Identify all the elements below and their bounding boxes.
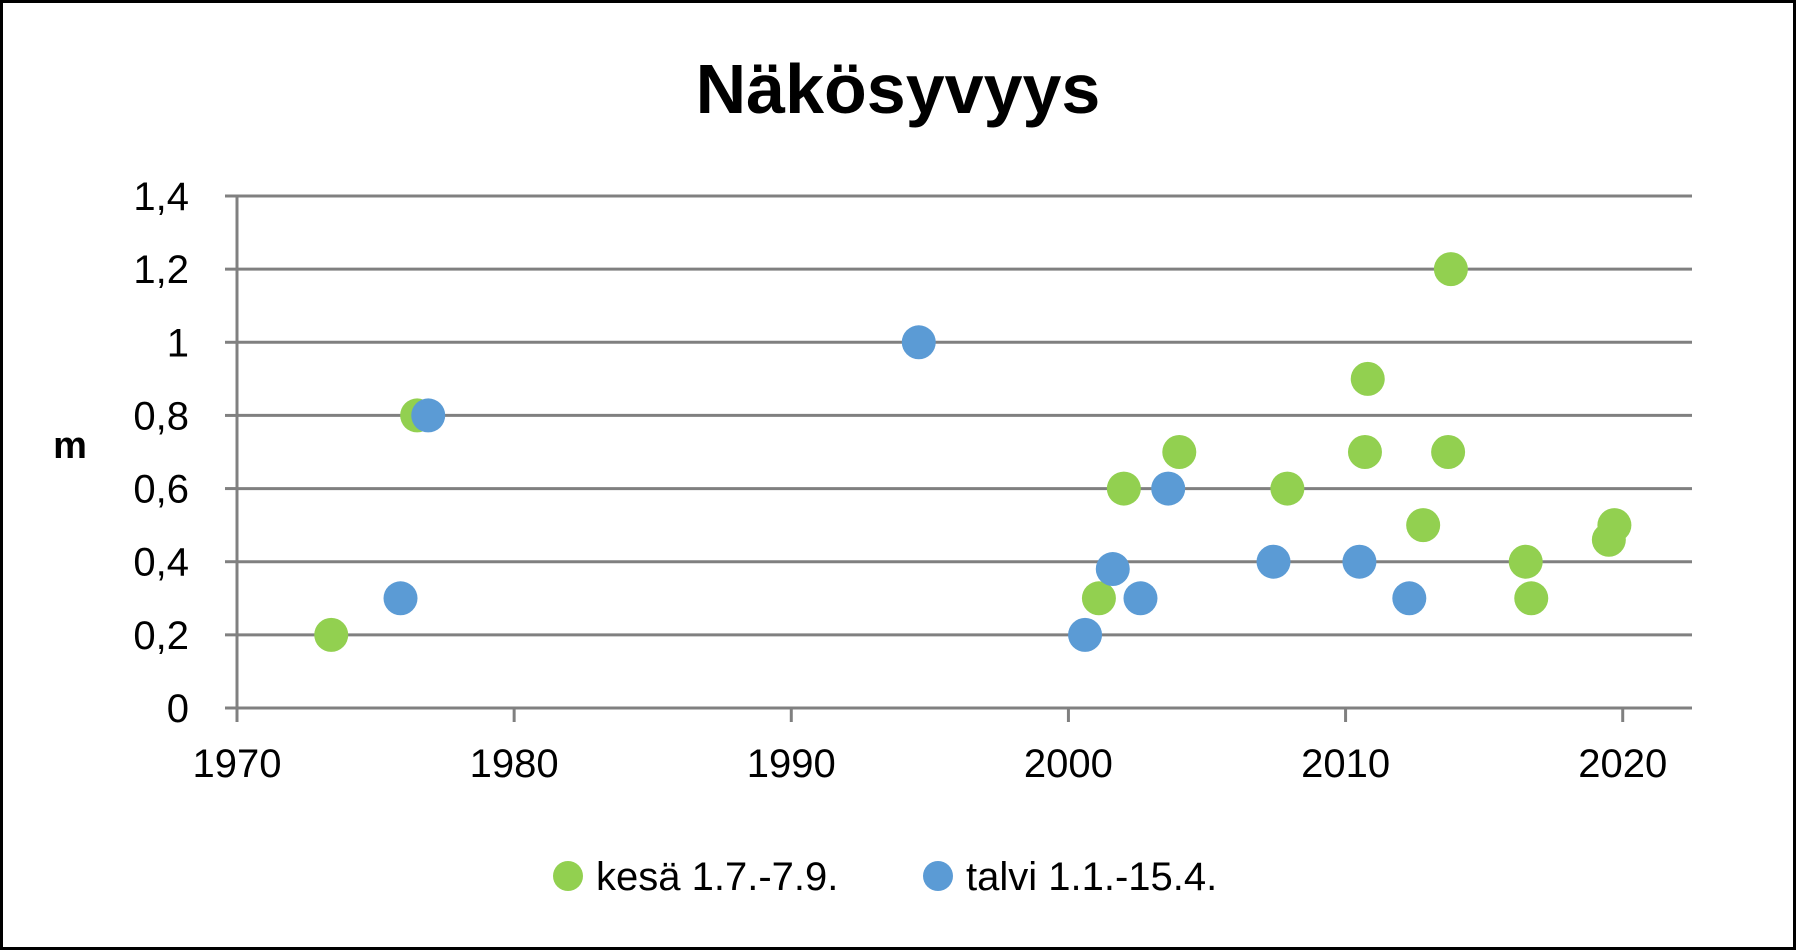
data-point [1081,581,1116,616]
y-tick-label: 1,4 [133,175,189,219]
y-tick-label: 0,8 [133,394,189,438]
legend-label-1: talvi 1.1.-15.4. [966,855,1217,899]
legend-marker-0 [553,861,583,891]
x-tick-label: 1980 [470,742,559,786]
y-tick-label: 1 [167,321,189,365]
data-points [314,252,1632,652]
chart-title: Näkösyvyys [696,50,1101,128]
y-tick-label: 1,2 [133,248,189,292]
y-tick-label: 0,4 [133,541,189,585]
data-point [901,325,936,360]
data-point [1151,471,1186,506]
data-point [1514,581,1549,616]
data-point [1123,581,1158,616]
data-point [1431,435,1466,469]
data-point [1095,552,1130,587]
x-tick-label: 2000 [1024,742,1113,786]
data-point [1068,617,1103,652]
y-tick-label: 0,6 [133,468,189,512]
data-point [1406,508,1441,543]
data-point [1392,581,1427,616]
legend-marker-1 [923,861,953,891]
data-point [1162,435,1197,469]
legend: kesä 1.7.-7.9. talvi 1.1.-15.4. [553,855,1217,899]
data-point [411,398,446,433]
data-point [1270,471,1305,506]
data-point [1433,252,1468,287]
x-tick-label: 2020 [1578,742,1667,786]
data-point [1347,435,1382,469]
y-tick-label: 0,2 [133,614,189,658]
axes [225,194,1692,722]
x-tick-label: 1970 [193,742,282,786]
data-point [1106,471,1141,506]
legend-label-0: kesä 1.7.-7.9. [596,855,838,899]
y-axis-tick-labels: 0 0,2 0,4 0,6 0,8 1 1,2 1,4 [133,175,189,731]
data-point [1597,508,1632,543]
gridlines [237,194,1692,637]
data-point [1256,544,1291,579]
data-point [383,581,418,616]
data-point [1342,544,1377,579]
y-tick-label: 0 [167,687,189,731]
data-point [1508,544,1543,579]
data-point [1350,361,1385,396]
series-1-points [383,325,1427,652]
x-axis-tick-labels: 1970 1980 1990 2000 2010 2020 [193,742,1668,786]
data-point [314,617,349,652]
x-tick-label: 2010 [1301,742,1390,786]
y-axis-label: m [53,425,87,467]
x-tick-label: 1990 [747,742,836,786]
